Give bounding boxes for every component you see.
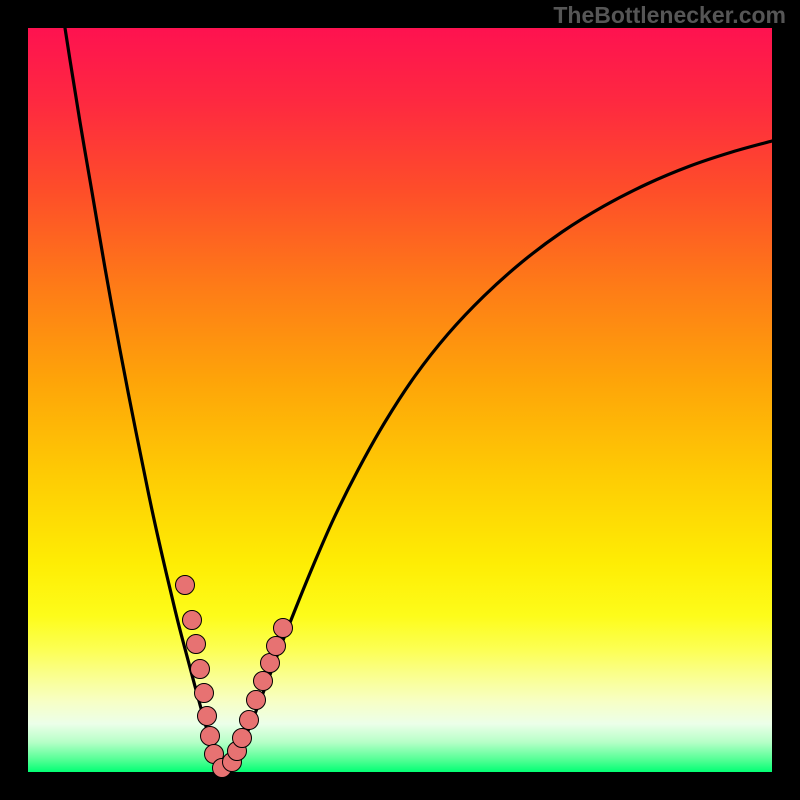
bottleneck-curve xyxy=(223,141,772,769)
data-point xyxy=(186,634,206,654)
figure-root: TheBottlenecker.com xyxy=(0,0,800,800)
bottleneck-curve xyxy=(65,28,223,769)
curve-overlay xyxy=(0,0,800,800)
data-point xyxy=(232,728,252,748)
data-point xyxy=(246,690,266,710)
data-point xyxy=(266,636,286,656)
data-point xyxy=(273,618,293,638)
data-point xyxy=(239,710,259,730)
data-point xyxy=(190,659,210,679)
data-point xyxy=(194,683,214,703)
data-point xyxy=(260,653,280,673)
data-point xyxy=(253,671,273,691)
data-point xyxy=(197,706,217,726)
watermark-text: TheBottlenecker.com xyxy=(553,2,786,29)
data-point xyxy=(200,726,220,746)
data-point xyxy=(175,575,195,595)
data-point xyxy=(182,610,202,630)
